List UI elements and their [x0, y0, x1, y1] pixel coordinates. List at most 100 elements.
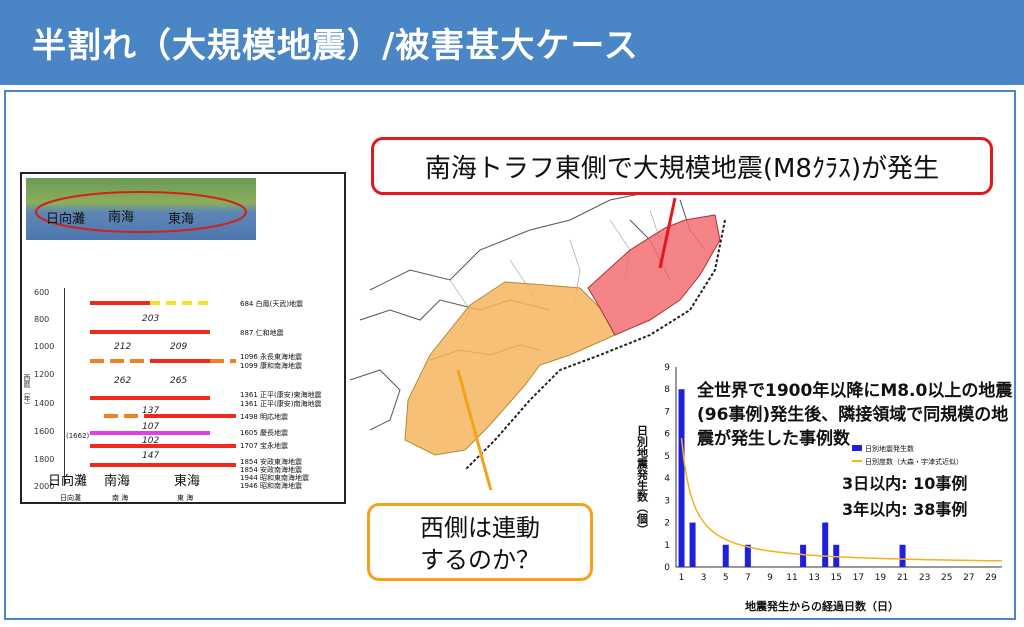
chart-legend: 日別地震発生数 日別度数（大森・宇津式近似） [852, 444, 963, 466]
west-callout-line1: 西側は連動 [420, 514, 540, 542]
chart-bar [678, 389, 685, 567]
interval-label: 209 [170, 342, 188, 352]
x-tick-label: 1 [679, 573, 685, 583]
map-region-nankai: 南海 [108, 210, 135, 225]
chart-note: 全世界で1900年以降にM8.0以上の地震(96事例)発生後、隣接領域で同規模の… [697, 381, 1013, 449]
west-callout-line2: するのか？ [420, 546, 540, 574]
fit-curve [680, 438, 1003, 562]
title-bar: 半割れ（大規模地震）/被害甚大ケース [0, 0, 1024, 85]
quake-bar [90, 330, 210, 334]
x-tick-label: 27 [963, 573, 974, 583]
quake-bar [90, 359, 150, 363]
chart-y-axis-label: 日別地震発生数（個） [636, 425, 650, 535]
content-frame [4, 90, 1016, 620]
quake-label: 887 仁和地震 [240, 329, 284, 337]
chart-bar [822, 522, 829, 567]
legend-label-fit: 日別度数（大森・宇津式近似） [865, 457, 963, 466]
y-tick-label: 1 [664, 541, 670, 551]
quake-bar [90, 396, 210, 400]
x-tick-label: 15 [831, 573, 842, 583]
x-tick-label: 25 [941, 573, 952, 583]
y-tick-label: 3 [664, 496, 670, 506]
quake-label: 1707 宝永地震 [240, 442, 289, 450]
quake-bar [210, 359, 236, 363]
quake-label: 1361 正平(康安)南海地震 [240, 400, 322, 408]
east-rupture-zone [587, 214, 721, 336]
east-side-callout: 南海トラフ東側で大規模地震(M8ｸﾗｽ)が発生 [371, 137, 993, 195]
year-tick: 600 [34, 288, 50, 297]
y-tick-label: 2 [664, 519, 670, 529]
quake-label: 1605 慶長地震 [240, 429, 289, 437]
interval-label: 262 [114, 376, 132, 386]
quake-label: 1498 明応地震 [240, 413, 289, 421]
east-pointer [658, 197, 677, 269]
west-side-callout: 西側は連動 するのか？ [367, 503, 593, 581]
year-tick: 1000 [34, 342, 55, 351]
quake-label: 684 白鳳(天武)地震 [240, 300, 304, 308]
west-rupture-zone [404, 281, 616, 456]
x-tick-label: 13 [808, 573, 819, 583]
x-tick-label: 7 [745, 573, 751, 583]
year-tick: 1800 [34, 455, 55, 464]
year-axis-label: 西暦（年） [23, 374, 31, 409]
bottom-region-nankai: 南海 [104, 474, 131, 489]
interval-label: 265 [170, 376, 188, 386]
x-tick-label: 17 [853, 573, 864, 583]
interval-label: 102 [142, 436, 160, 446]
y-tick-label: 5 [664, 452, 670, 462]
quake-label: 1854 安政東海地震 [240, 458, 303, 466]
interval-label: 212 [114, 342, 132, 352]
interval-label: 137 [142, 406, 160, 416]
nankai-trough-map [349, 160, 761, 490]
chart-bar [744, 544, 751, 567]
year-tick: 2000 [34, 482, 55, 491]
chart-bar [833, 544, 840, 567]
chart-bar [689, 522, 696, 567]
bottom-region-hyuganada: 日向灘 [48, 474, 88, 489]
page-title: 半割れ（大規模地震）/被害甚大ケース [32, 26, 639, 66]
west-pointer [456, 369, 493, 490]
x-tick-label: 11 [786, 573, 797, 583]
x-tick-label: 9 [767, 573, 773, 583]
legend-label-bars: 日別地震発生数 [865, 444, 914, 453]
quake-bar [90, 431, 210, 435]
interval-label: 107 [142, 422, 160, 432]
quake-bar [90, 444, 236, 448]
x-tick-label: 3 [701, 573, 707, 583]
historical-earthquake-panel: 日向灘 南海 東海 600 800 1000 1200 1400 1600 18… [20, 172, 346, 504]
quake-label: 1854 安政南海地震 [240, 466, 303, 474]
quake-bar [144, 414, 236, 418]
y-tick-label: 0 [664, 563, 670, 573]
interval-label: 203 [142, 314, 160, 324]
y-tick-label: 7 [664, 407, 670, 417]
quake-bar [90, 301, 150, 305]
year-tick: 1400 [34, 399, 55, 408]
y-tick-label: 4 [664, 474, 670, 484]
x-tick-label: 23 [919, 573, 930, 583]
legend-swatch-bars [852, 445, 862, 451]
quake-bar [150, 359, 210, 363]
quake-label: 1946 昭和南海地震 [240, 482, 303, 490]
map-region-tokai: 東海 [168, 212, 195, 227]
chart-bar [899, 544, 906, 567]
chart-bar [800, 544, 807, 567]
trough-line [464, 219, 726, 471]
chart-x-axis-label: 地震発生からの経過日数（日） [745, 599, 899, 613]
year-axis [64, 288, 65, 486]
quake-label: 1944 昭和東南海地震 [240, 474, 310, 482]
region-inset-map: 日向灘 南海 東海 [26, 178, 256, 240]
bottom-region-tokai: 東海 [174, 474, 201, 489]
stat-3-years: 3年以内: 38事例 [842, 500, 968, 519]
quake-bar [104, 414, 144, 418]
small-region-hyuganada: 日向灘 [60, 494, 81, 502]
quake-label: 1361 正平(康安)東海地震 [240, 391, 322, 399]
chart-background [632, 355, 1012, 617]
x-tick-label: 29 [985, 573, 997, 583]
segment-outline [35, 191, 247, 233]
quake-label: 1099 康和南海地震 [240, 362, 303, 370]
map-region-hyuganada: 日向灘 [46, 212, 86, 227]
x-tick-label: 21 [897, 573, 908, 583]
x-tick-label: 5 [723, 573, 729, 583]
stat-3-days: 3日以内: 10事例 [842, 474, 968, 493]
